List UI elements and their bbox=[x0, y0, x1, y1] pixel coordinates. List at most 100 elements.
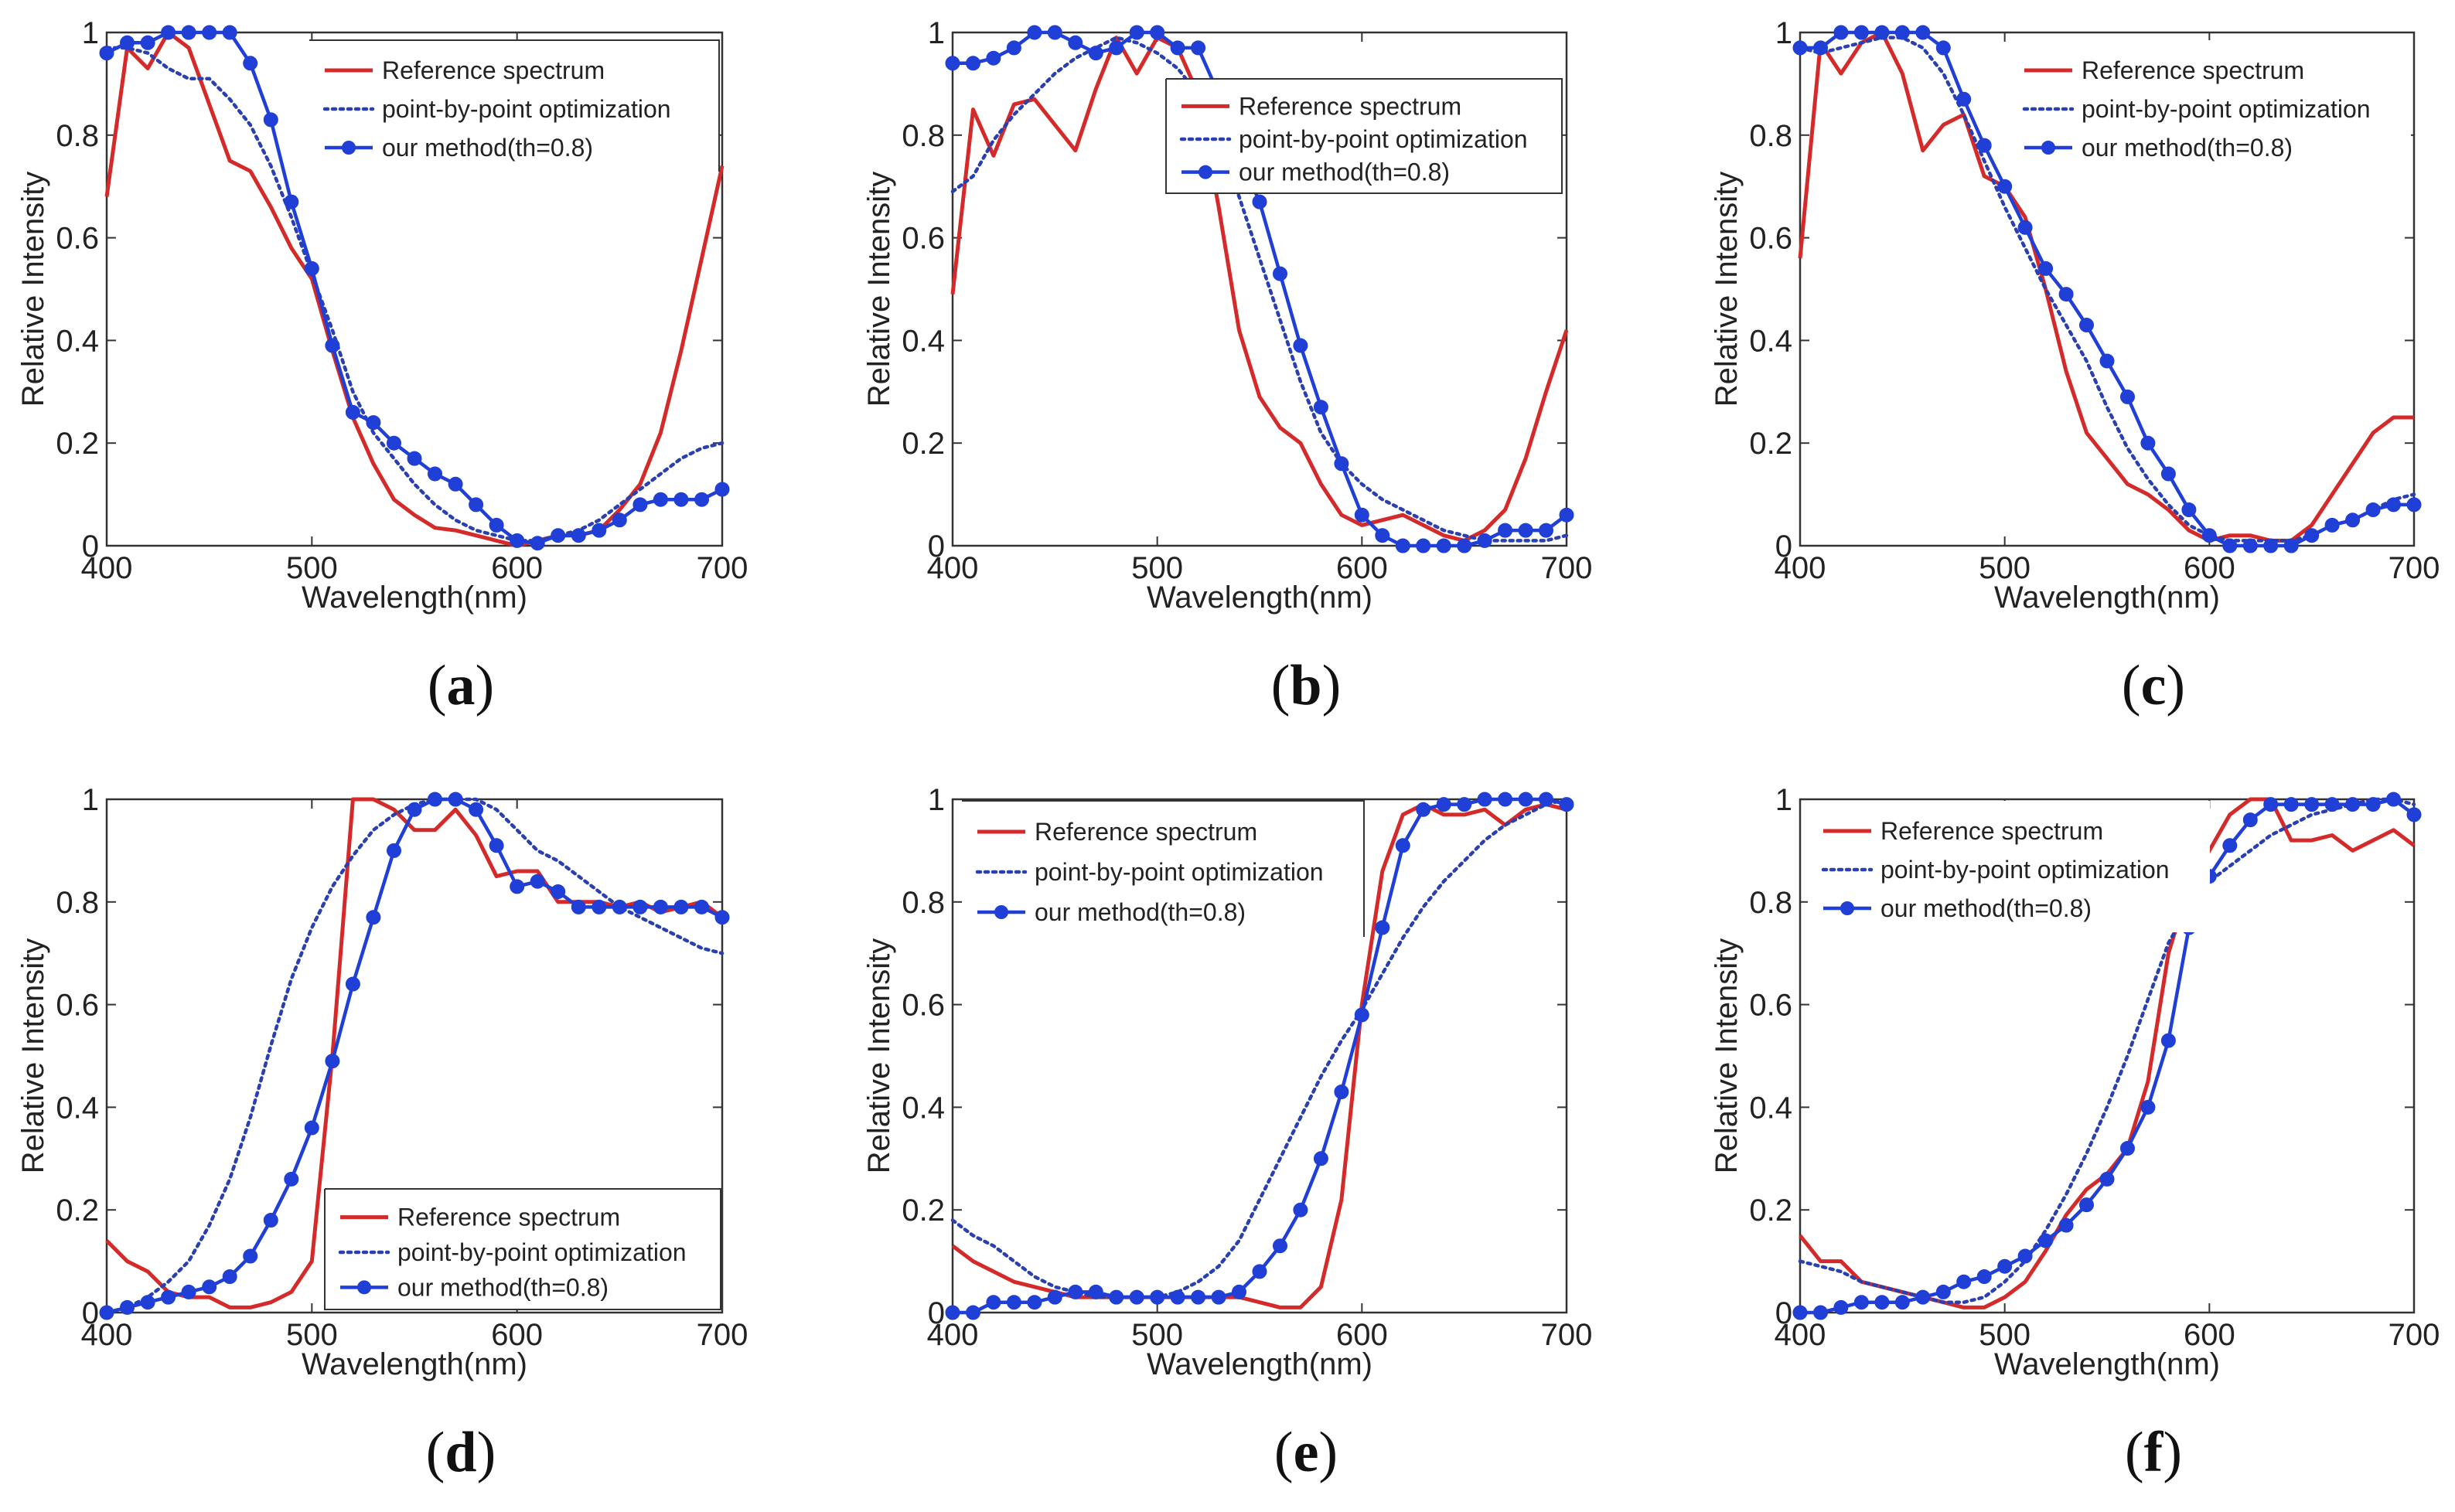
data-point-marker bbox=[1006, 40, 1021, 56]
y-tick-label: 0 bbox=[82, 530, 99, 564]
data-point-marker bbox=[1150, 1289, 1165, 1305]
data-point-marker bbox=[1375, 920, 1390, 935]
panel-caption: (b) bbox=[1271, 654, 1341, 717]
x-tick-label: 500 bbox=[1979, 551, 2030, 585]
legend-label-3: our method(th=0.8) bbox=[1880, 894, 2092, 922]
data-point-marker bbox=[407, 802, 422, 817]
y-tick-label: 1 bbox=[928, 783, 945, 817]
data-point-marker bbox=[1976, 138, 1992, 153]
y-tick-label: 0.2 bbox=[1749, 1194, 1792, 1228]
data-point-marker bbox=[633, 899, 648, 914]
legend-frame bbox=[324, 1188, 721, 1310]
data-point-marker bbox=[1273, 1238, 1287, 1254]
data-point-marker bbox=[2406, 497, 2422, 513]
data-point-marker bbox=[1109, 40, 1124, 56]
y-tick-label: 0.6 bbox=[902, 989, 945, 1023]
legend-label-1: Reference spectrum bbox=[1239, 92, 1461, 120]
data-point-marker bbox=[1416, 802, 1431, 817]
data-point-marker bbox=[1334, 456, 1349, 472]
data-point-marker bbox=[1518, 523, 1533, 538]
y-axis-label: Relative Intensity bbox=[16, 172, 50, 407]
data-point-marker bbox=[1006, 1295, 1021, 1310]
data-point-marker bbox=[1997, 179, 2013, 194]
data-point-marker bbox=[694, 492, 709, 507]
data-point-marker bbox=[263, 112, 278, 128]
data-point-marker bbox=[1792, 1305, 1808, 1320]
data-point-marker bbox=[1129, 25, 1144, 40]
legend-label-1: Reference spectrum bbox=[1035, 818, 1257, 846]
chart-panel-a: 400 500 600 700 0 0.2 0.4 0.6 0.8 1 Wavelength(nm)… bbox=[16, 16, 748, 717]
data-point-marker bbox=[407, 451, 422, 466]
x-tick-label: 600 bbox=[491, 551, 543, 585]
data-point-marker bbox=[489, 838, 504, 853]
data-point-marker bbox=[551, 884, 566, 899]
data-point-marker bbox=[1935, 1284, 1951, 1299]
data-point-marker bbox=[366, 910, 381, 925]
legend: Reference spectrum point-by-point optimiz… bbox=[962, 800, 1365, 937]
data-point-marker bbox=[1109, 1289, 1124, 1305]
data-point-marker bbox=[1027, 1295, 1042, 1310]
data-point-marker bbox=[284, 1171, 299, 1187]
x-tick-label: 400 bbox=[81, 551, 133, 585]
data-point-marker bbox=[1191, 40, 1206, 56]
x-tick-label: 700 bbox=[2389, 1318, 2440, 1352]
data-point-marker bbox=[284, 194, 299, 209]
data-point-marker bbox=[612, 513, 627, 528]
data-point-marker bbox=[2386, 792, 2401, 807]
legend-label-1: Reference spectrum bbox=[382, 56, 605, 84]
x-tick-label: 600 bbox=[2184, 1318, 2235, 1352]
x-tick-label: 700 bbox=[2389, 551, 2440, 585]
data-point-marker bbox=[2365, 797, 2381, 812]
data-point-marker bbox=[1354, 507, 1369, 523]
data-point-marker bbox=[469, 802, 484, 817]
y-tick-label: 0.6 bbox=[1749, 222, 1792, 256]
data-point-marker bbox=[653, 899, 668, 914]
data-point-marker bbox=[1874, 1295, 1890, 1310]
data-point-marker bbox=[1997, 1258, 2013, 1274]
y-tick-label: 1 bbox=[82, 783, 99, 817]
legend-frame bbox=[1165, 78, 1563, 194]
y-tick-label: 0.4 bbox=[902, 324, 945, 358]
data-point-marker bbox=[1068, 1284, 1083, 1299]
x-axis-label: Wavelength(nm) bbox=[302, 581, 527, 615]
y-tick-label: 1 bbox=[1775, 783, 1792, 817]
data-point-marker bbox=[2099, 353, 2115, 369]
data-point-marker bbox=[99, 1305, 114, 1320]
data-point-marker bbox=[1477, 533, 1492, 548]
y-axis-label: Relative Intensity bbox=[862, 172, 896, 407]
x-tick-label: 500 bbox=[286, 551, 338, 585]
data-point-marker bbox=[1273, 266, 1287, 281]
data-point-marker bbox=[202, 1279, 217, 1295]
data-point-marker bbox=[1457, 797, 1472, 812]
x-axis-label: Wavelength(nm) bbox=[1994, 581, 2220, 615]
x-tick-label: 400 bbox=[81, 1318, 133, 1352]
legend-marker bbox=[1199, 165, 1212, 179]
data-point-marker bbox=[1833, 25, 1849, 40]
data-point-marker bbox=[304, 261, 319, 276]
legend-background bbox=[1808, 801, 2210, 932]
panel-caption: (a) bbox=[428, 654, 494, 717]
legend-label-3: our method(th=0.8) bbox=[397, 1273, 609, 1301]
data-point-marker bbox=[1047, 25, 1062, 40]
x-tick-label: 600 bbox=[1336, 1318, 1388, 1352]
data-point-marker bbox=[1129, 1289, 1144, 1305]
data-point-marker bbox=[2160, 1033, 2176, 1048]
data-point-marker bbox=[2304, 528, 2320, 543]
y-tick-label: 0.6 bbox=[902, 222, 945, 256]
data-point-marker bbox=[1894, 1295, 1910, 1310]
data-point-marker bbox=[2201, 528, 2217, 543]
data-point-marker bbox=[1252, 194, 1267, 209]
legend-marker bbox=[2041, 141, 2055, 155]
data-point-marker bbox=[945, 56, 960, 71]
data-point-marker bbox=[2304, 797, 2320, 812]
legend-label-2: point-by-point optimization bbox=[1880, 856, 2170, 884]
y-tick-label: 1 bbox=[1775, 16, 1792, 50]
data-point-marker bbox=[2386, 497, 2401, 513]
data-point-marker bbox=[653, 492, 668, 507]
data-point-marker bbox=[325, 338, 340, 353]
y-tick-label: 0.8 bbox=[1749, 886, 1792, 920]
data-point-marker bbox=[2365, 502, 2381, 517]
legend-marker bbox=[1840, 901, 1854, 915]
x-tick-label: 700 bbox=[697, 551, 748, 585]
data-point-marker bbox=[161, 1289, 176, 1305]
